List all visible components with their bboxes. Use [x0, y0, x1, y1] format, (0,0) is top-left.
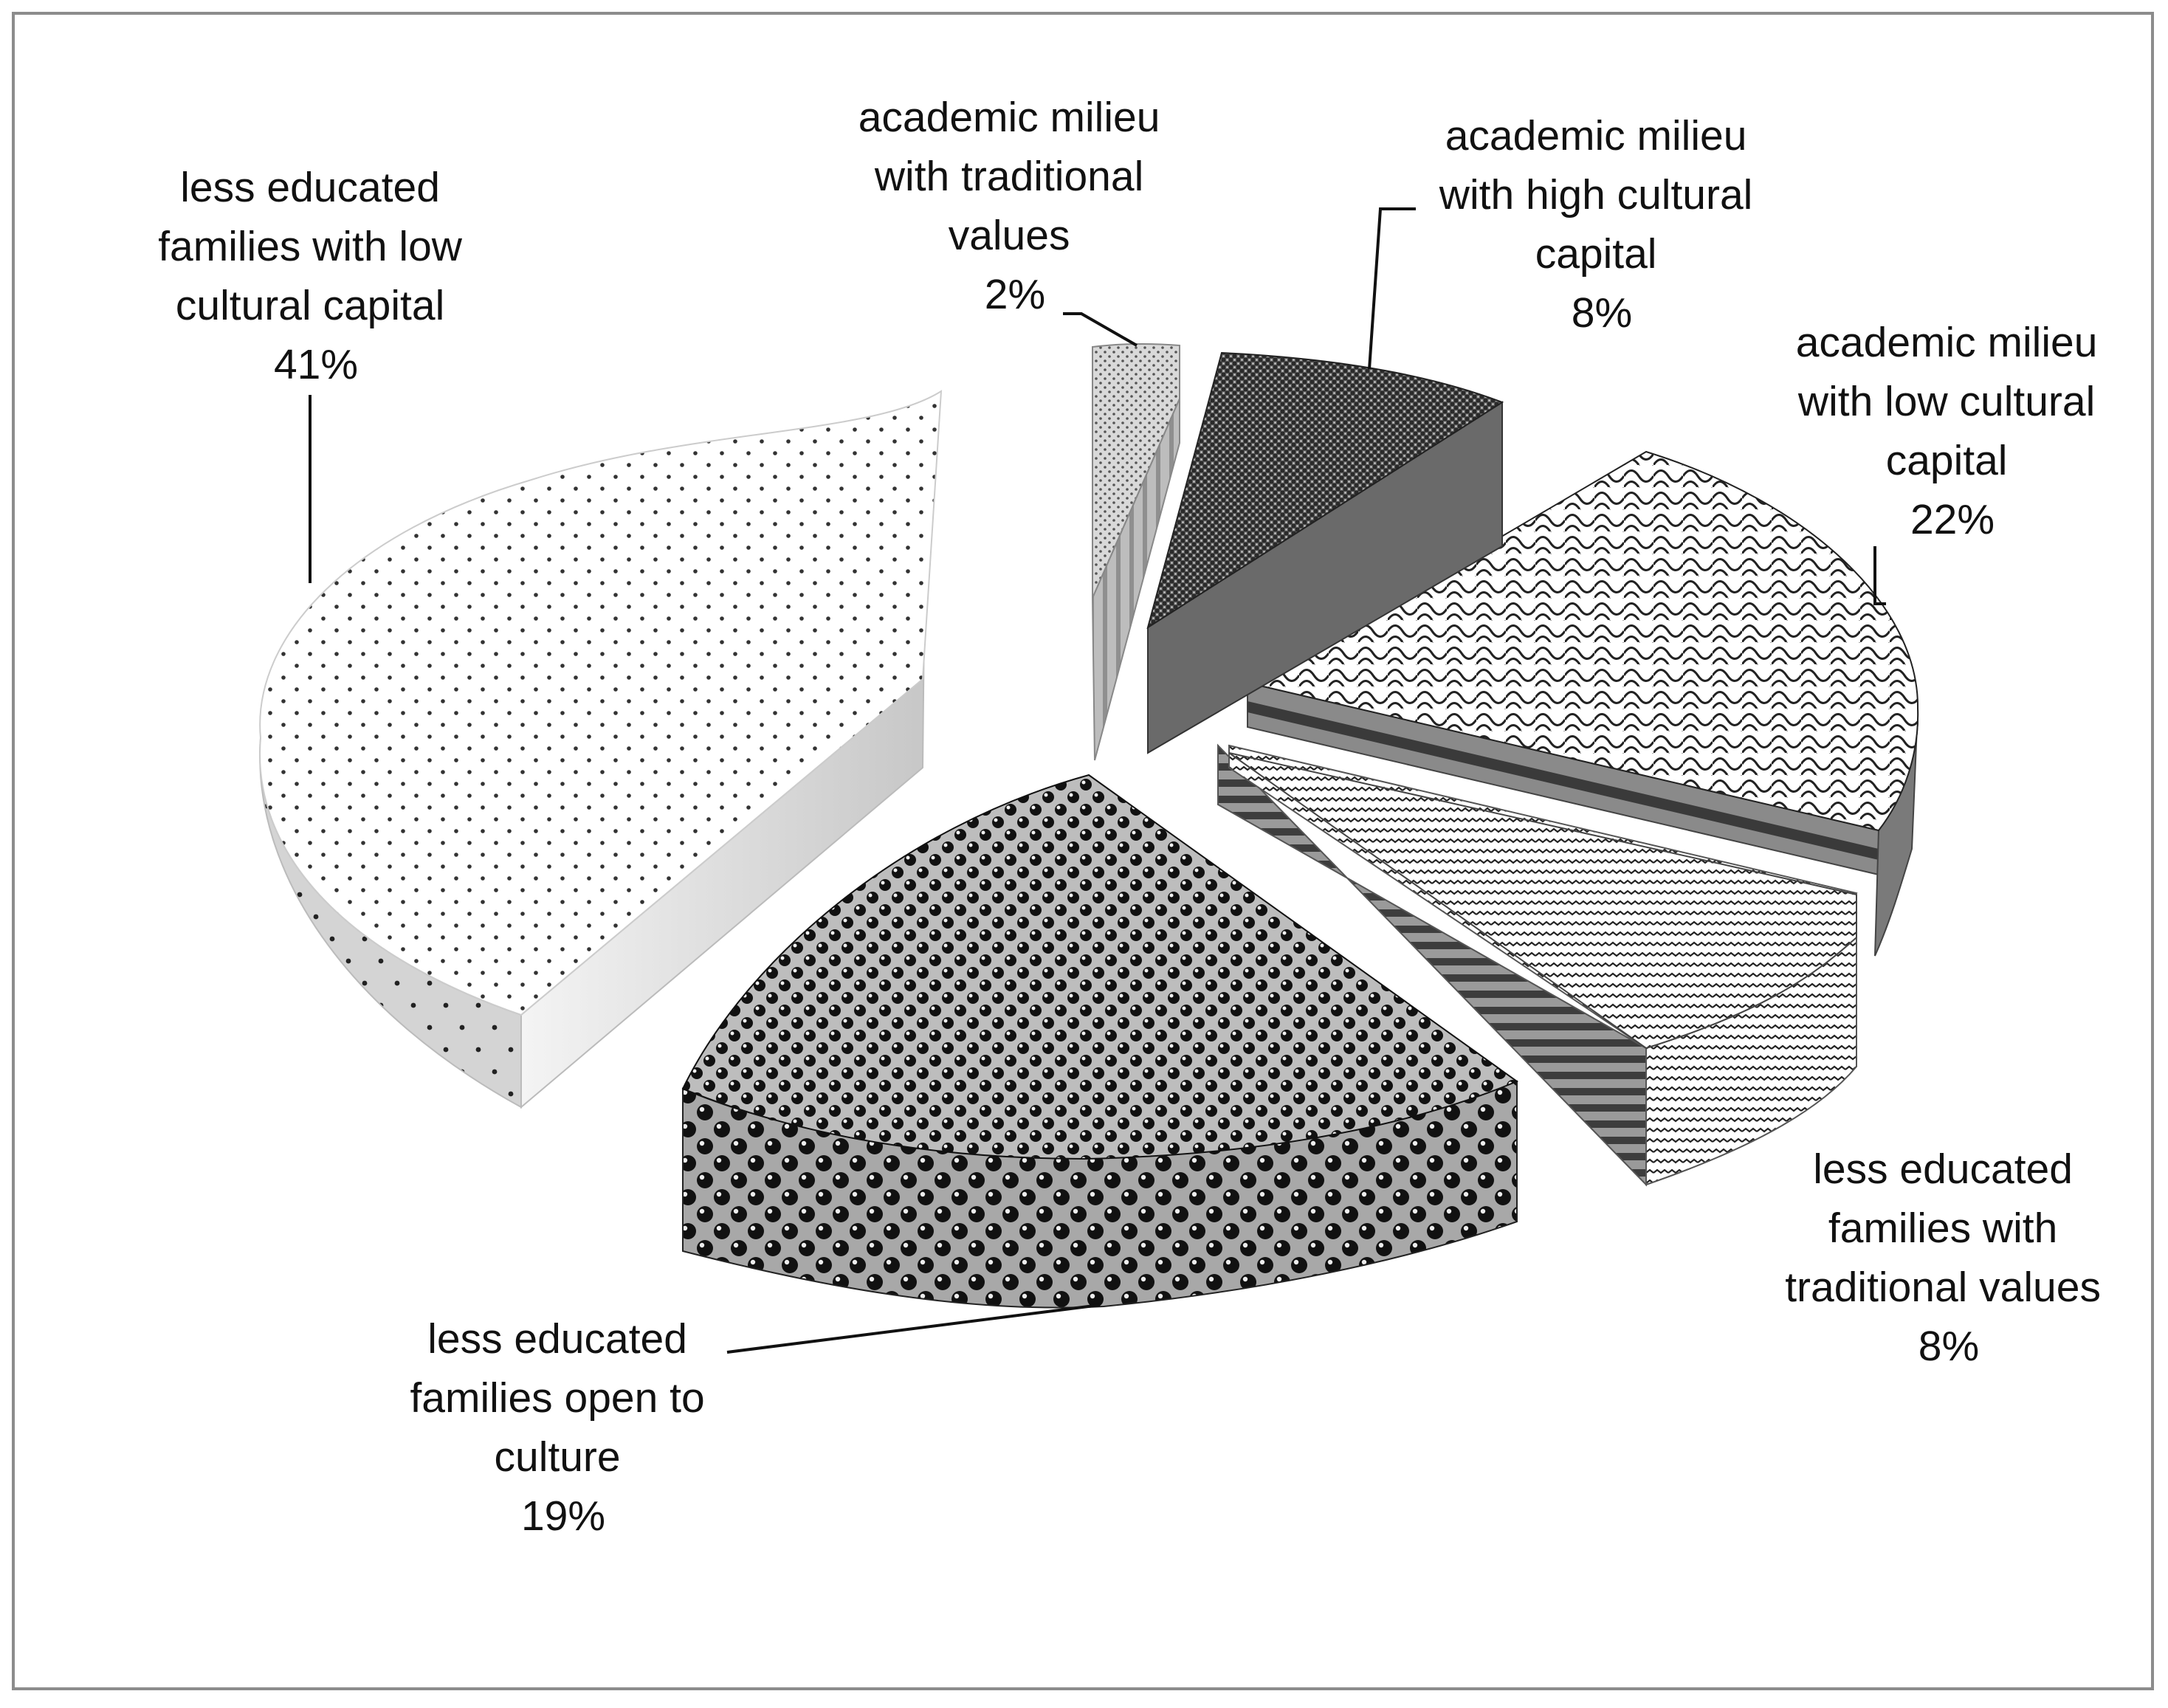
- label-line: with traditional: [874, 153, 1143, 200]
- label-percent: 8%: [1572, 289, 1632, 337]
- label-percent: 2%: [985, 271, 1045, 318]
- label-line: culture: [495, 1433, 621, 1481]
- label-percent: 8%: [1918, 1323, 1979, 1370]
- label-line: capital: [1886, 437, 2008, 484]
- label-line: with high cultural: [1439, 171, 1753, 218]
- label-line: capital: [1535, 230, 1657, 278]
- label-line: less educated: [180, 164, 440, 211]
- slice-less-educated-low-cultural-capital: [259, 390, 943, 1109]
- label-line: families with low: [158, 223, 463, 270]
- slice-less-educated-open-to-culture: [681, 774, 1519, 1354]
- label-line: less educated: [427, 1315, 687, 1363]
- label-line: academic milieu: [1445, 112, 1747, 159]
- label-line: traditional values: [1785, 1264, 2101, 1311]
- slice-22-leader: [1873, 546, 1886, 605]
- slice-19-leader: [726, 1304, 1101, 1354]
- slice-2-leader: [1063, 312, 1138, 347]
- data-labels: academic milieu with traditional values …: [158, 94, 2113, 1540]
- slice-41-top: [259, 390, 943, 1016]
- label-line: cultural capital: [176, 282, 444, 329]
- slice-less-educated-traditional-values: [1217, 743, 1858, 1187]
- label-less-educated-traditional: less educated families with traditional …: [1785, 1146, 2113, 1370]
- slice-22-face-dark: [1248, 701, 1879, 860]
- slice-8h-leader: [1368, 207, 1416, 370]
- slice-academic-traditional-values: [1063, 312, 1180, 761]
- slice-8t-top-wedge: [1228, 752, 1857, 1050]
- slice-2-top: [1092, 342, 1180, 599]
- label-line: academic milieu: [858, 94, 1160, 141]
- label-percent: 41%: [274, 341, 358, 388]
- label-line: academic milieu: [1796, 319, 2098, 366]
- label-line: values: [949, 212, 1070, 259]
- label-less-educated-open: less educated families open to culture 1…: [410, 1315, 716, 1540]
- slice-academic-high-cultural-capital: [1146, 207, 1504, 754]
- slice-19-top: [681, 774, 1519, 1160]
- label-academic-traditional: academic milieu with traditional values …: [858, 94, 1172, 318]
- label-line: families with: [1828, 1205, 2057, 1252]
- label-percent: 19%: [521, 1492, 605, 1540]
- label-academic-high: academic milieu with high cultural capit…: [1439, 112, 1764, 337]
- label-less-educated-low: less educated families with low cultural…: [158, 164, 474, 388]
- label-percent: 22%: [1910, 496, 1995, 543]
- slice-academic-low-cultural-capital: [1245, 450, 1919, 957]
- label-academic-low: academic milieu with low cultural capita…: [1796, 319, 2110, 543]
- label-line: families open to: [410, 1374, 704, 1422]
- label-line: less educated: [1813, 1146, 2073, 1193]
- label-line: with low cultural: [1797, 378, 2095, 425]
- slice-8h-top: [1146, 351, 1504, 630]
